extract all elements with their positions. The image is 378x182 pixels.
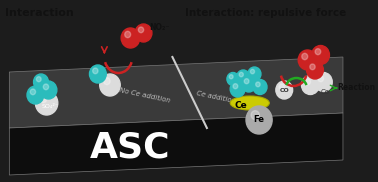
Text: Ce addition: Ce addition bbox=[196, 90, 237, 104]
Circle shape bbox=[253, 80, 267, 94]
Circle shape bbox=[34, 74, 48, 90]
Circle shape bbox=[298, 50, 317, 70]
Text: Co: Co bbox=[321, 89, 330, 95]
Text: Fe: Fe bbox=[254, 116, 265, 124]
Circle shape bbox=[312, 46, 330, 64]
Circle shape bbox=[229, 75, 233, 79]
Circle shape bbox=[256, 82, 260, 87]
Circle shape bbox=[314, 72, 332, 92]
Circle shape bbox=[248, 67, 261, 81]
Circle shape bbox=[279, 84, 284, 90]
Circle shape bbox=[36, 91, 58, 115]
Circle shape bbox=[125, 31, 131, 38]
Circle shape bbox=[138, 27, 144, 33]
Text: CO: CO bbox=[279, 88, 289, 92]
Polygon shape bbox=[9, 57, 343, 128]
Circle shape bbox=[100, 74, 120, 96]
Circle shape bbox=[121, 28, 140, 48]
Circle shape bbox=[318, 76, 324, 82]
Circle shape bbox=[43, 84, 49, 90]
Circle shape bbox=[27, 86, 44, 104]
Ellipse shape bbox=[230, 96, 270, 110]
Text: SO₄²⁻: SO₄²⁻ bbox=[42, 104, 59, 108]
Circle shape bbox=[315, 49, 321, 55]
Circle shape bbox=[233, 84, 238, 89]
Circle shape bbox=[251, 111, 259, 120]
Circle shape bbox=[310, 64, 315, 70]
Circle shape bbox=[30, 89, 36, 95]
Circle shape bbox=[93, 68, 98, 74]
Circle shape bbox=[302, 76, 319, 94]
Circle shape bbox=[246, 106, 272, 134]
Circle shape bbox=[242, 76, 256, 92]
Circle shape bbox=[237, 70, 250, 84]
Circle shape bbox=[302, 53, 308, 60]
Circle shape bbox=[307, 61, 324, 79]
Circle shape bbox=[244, 79, 249, 84]
Text: No Ce addition: No Ce addition bbox=[118, 87, 170, 103]
Circle shape bbox=[250, 69, 254, 74]
Circle shape bbox=[305, 79, 310, 85]
Circle shape bbox=[36, 77, 41, 82]
Text: Interaction: repulsive force: Interaction: repulsive force bbox=[184, 8, 346, 18]
Circle shape bbox=[230, 81, 245, 97]
Text: NO₂⁻: NO₂⁻ bbox=[149, 23, 169, 33]
Text: Interaction: Interaction bbox=[5, 8, 73, 18]
Circle shape bbox=[104, 78, 110, 85]
Polygon shape bbox=[9, 113, 343, 175]
Circle shape bbox=[90, 65, 106, 83]
Circle shape bbox=[239, 72, 243, 77]
Circle shape bbox=[276, 81, 293, 99]
Circle shape bbox=[40, 81, 57, 99]
Text: Ce: Ce bbox=[234, 102, 247, 110]
Circle shape bbox=[135, 24, 152, 42]
Circle shape bbox=[227, 72, 239, 86]
Circle shape bbox=[40, 95, 47, 103]
Text: Reaction: Reaction bbox=[337, 84, 375, 92]
Text: ASC: ASC bbox=[90, 131, 171, 165]
